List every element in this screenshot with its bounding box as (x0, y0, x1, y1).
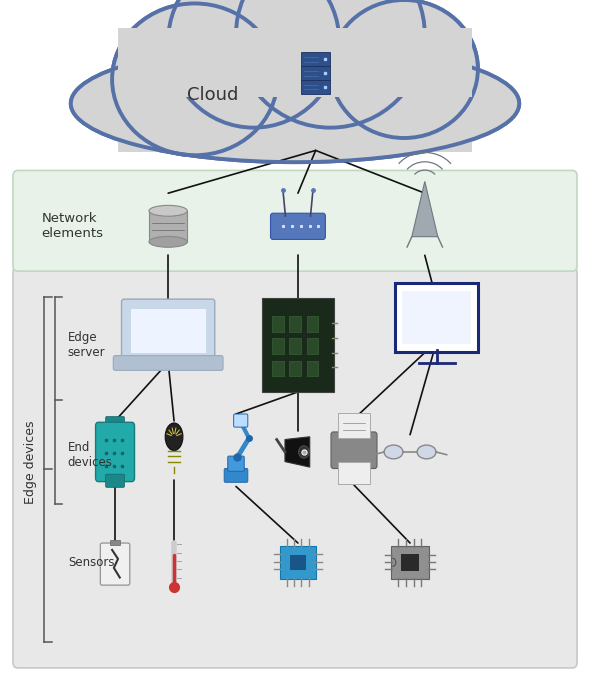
Ellipse shape (112, 3, 277, 155)
FancyBboxPatch shape (113, 355, 223, 371)
FancyBboxPatch shape (290, 555, 306, 570)
Ellipse shape (299, 446, 309, 458)
FancyBboxPatch shape (307, 316, 319, 331)
FancyBboxPatch shape (395, 283, 478, 352)
Ellipse shape (168, 0, 339, 128)
Polygon shape (412, 181, 438, 237)
FancyBboxPatch shape (338, 462, 370, 484)
Ellipse shape (168, 0, 339, 128)
Ellipse shape (384, 445, 403, 459)
FancyBboxPatch shape (106, 417, 124, 430)
Ellipse shape (71, 45, 519, 162)
Ellipse shape (165, 423, 183, 451)
FancyBboxPatch shape (401, 554, 419, 571)
FancyBboxPatch shape (13, 267, 577, 668)
FancyBboxPatch shape (391, 546, 429, 579)
Ellipse shape (330, 0, 478, 138)
Ellipse shape (71, 45, 519, 162)
Text: Edge
server: Edge server (68, 331, 106, 359)
FancyBboxPatch shape (301, 66, 330, 80)
FancyBboxPatch shape (234, 414, 248, 427)
Ellipse shape (236, 0, 425, 128)
Ellipse shape (236, 0, 425, 128)
FancyBboxPatch shape (307, 338, 319, 354)
Polygon shape (285, 437, 310, 467)
Ellipse shape (330, 0, 478, 138)
FancyBboxPatch shape (118, 90, 472, 152)
FancyBboxPatch shape (307, 361, 319, 377)
Text: Sensors: Sensors (68, 556, 114, 569)
FancyBboxPatch shape (149, 210, 187, 241)
FancyBboxPatch shape (106, 474, 124, 487)
FancyBboxPatch shape (280, 546, 316, 579)
FancyBboxPatch shape (273, 361, 284, 377)
FancyBboxPatch shape (270, 213, 326, 239)
Ellipse shape (112, 3, 277, 155)
FancyBboxPatch shape (273, 316, 284, 331)
FancyBboxPatch shape (290, 361, 301, 377)
FancyBboxPatch shape (224, 469, 248, 482)
FancyBboxPatch shape (402, 291, 471, 344)
Text: End
devices: End devices (68, 442, 113, 469)
FancyBboxPatch shape (118, 28, 472, 97)
FancyBboxPatch shape (96, 422, 135, 482)
FancyBboxPatch shape (301, 80, 330, 94)
FancyBboxPatch shape (290, 338, 301, 354)
Text: Cloud: Cloud (186, 86, 238, 104)
Ellipse shape (149, 206, 188, 216)
FancyBboxPatch shape (228, 456, 244, 471)
FancyBboxPatch shape (262, 298, 334, 392)
Text: Edge devices: Edge devices (24, 420, 37, 504)
Text: Network
elements: Network elements (41, 213, 103, 240)
Ellipse shape (149, 237, 188, 247)
FancyBboxPatch shape (130, 309, 206, 353)
FancyBboxPatch shape (338, 413, 370, 438)
FancyBboxPatch shape (290, 316, 301, 331)
Ellipse shape (417, 445, 436, 459)
FancyBboxPatch shape (301, 52, 330, 66)
FancyBboxPatch shape (331, 432, 377, 469)
FancyBboxPatch shape (122, 299, 215, 362)
FancyBboxPatch shape (110, 540, 120, 545)
FancyBboxPatch shape (13, 170, 577, 271)
FancyBboxPatch shape (100, 543, 130, 585)
FancyBboxPatch shape (273, 338, 284, 354)
